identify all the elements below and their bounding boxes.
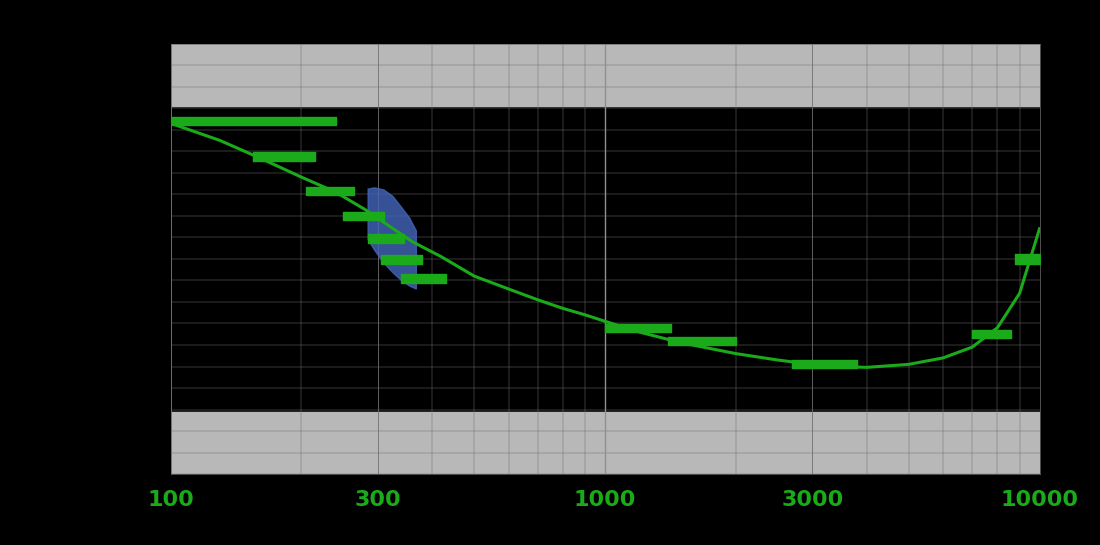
Bar <box>170 411 1040 474</box>
Bar <box>170 44 1040 106</box>
Polygon shape <box>368 188 417 289</box>
